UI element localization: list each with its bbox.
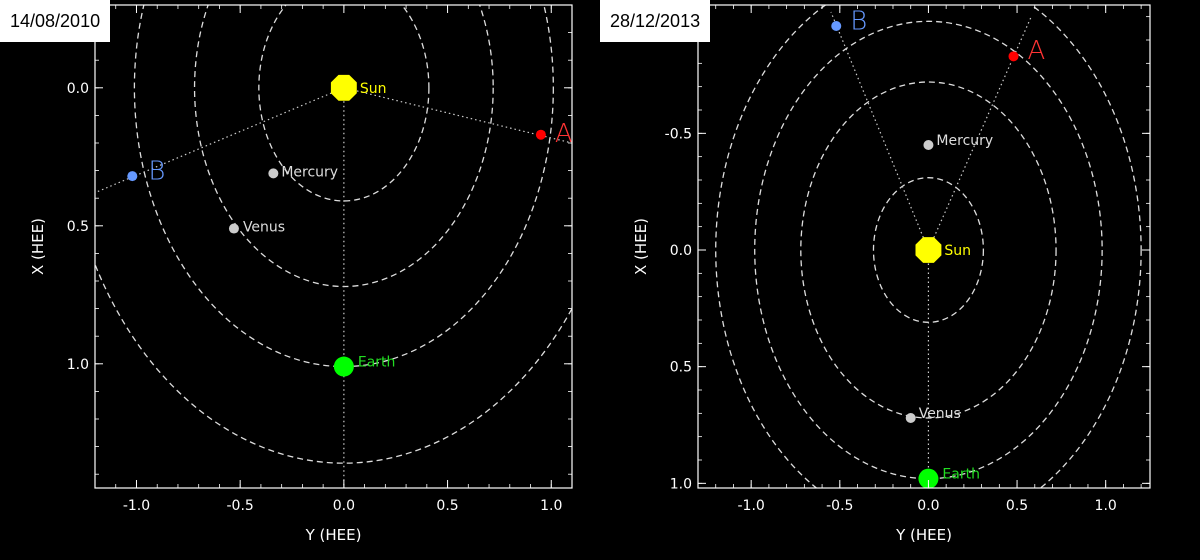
x-tick-label: -0.5 xyxy=(826,498,853,514)
y-tick-label: 0.0 xyxy=(670,243,692,259)
earth-label: Earth xyxy=(358,355,396,371)
y-tick-label: -0.5 xyxy=(665,126,692,142)
plot-area xyxy=(95,5,572,488)
y-tick-label: 1.0 xyxy=(670,476,692,492)
a-label: A xyxy=(555,119,573,149)
x-tick-label: 0.0 xyxy=(917,498,939,514)
b-label: B xyxy=(850,7,867,37)
chart-panel-right: Sun Mercury Venus Earth A B -1.0 -0.5 0.0 0.5 1.0 -… xyxy=(600,0,1200,560)
mercury-marker xyxy=(268,168,279,179)
mercury-marker xyxy=(923,140,934,150)
x-tick-label: 0.5 xyxy=(1006,498,1028,514)
y-axis-label: X (HEE) xyxy=(29,218,47,275)
x-tick-label: 0.0 xyxy=(333,498,355,514)
y-tick-label: 1.0 xyxy=(67,357,89,373)
earth-marker xyxy=(918,468,939,489)
a-marker xyxy=(535,129,546,140)
y-tick-label: 0.0 xyxy=(67,81,89,97)
y-tick-label: 0.5 xyxy=(67,219,89,235)
x-tick-label: 0.5 xyxy=(436,498,458,514)
orbit-ring xyxy=(258,5,430,202)
sun-label: Sun xyxy=(944,243,971,259)
connector-line xyxy=(343,87,572,144)
x-tick-label: -1.0 xyxy=(738,498,765,514)
x-axis-label: Y (HEE) xyxy=(305,526,362,544)
b-marker xyxy=(127,171,138,182)
sun-label: Sun xyxy=(360,81,387,97)
orbit-ring xyxy=(95,262,572,464)
venus-marker xyxy=(905,413,916,423)
orbit-ring xyxy=(715,5,1142,488)
x-tick-label: 1.0 xyxy=(1095,498,1117,514)
venus-label: Venus xyxy=(919,406,961,422)
mercury-label: Mercury xyxy=(281,164,338,180)
b-label: B xyxy=(148,157,165,187)
date-label-left: 14/08/2010 xyxy=(0,0,111,42)
mercury-label: Mercury xyxy=(936,133,993,149)
x-axis-label: Y (HEE) xyxy=(895,526,952,544)
a-label: A xyxy=(1028,36,1046,66)
orbit-chart-left: Sun Mercury Venus Earth A B -1.0 -0.5 0.0 0.5 1.0 0… xyxy=(29,4,573,544)
plot-frame xyxy=(697,4,1151,489)
orbit-chart-right: Sun Mercury Venus Earth A B -1.0 -0.5 0.0 0.5 1.0 -… xyxy=(632,4,1151,544)
sun-marker xyxy=(330,74,357,101)
earth-marker xyxy=(333,356,354,377)
y-axis-label: X (HEE) xyxy=(632,218,650,275)
x-tick-label: -0.5 xyxy=(227,498,254,514)
venus-label: Venus xyxy=(243,220,285,236)
plot-area xyxy=(715,5,1142,488)
b-marker xyxy=(831,21,842,31)
connector-line xyxy=(830,11,929,251)
x-tick-label: 1.0 xyxy=(540,498,562,514)
chart-panel-left: Sun Mercury Venus Earth A B -1.0 -0.5 0.0 0.5 1.0 0… xyxy=(0,0,600,560)
y-tick-label: 0.5 xyxy=(670,360,692,376)
earth-label: Earth xyxy=(942,467,980,483)
orbit-ring xyxy=(754,20,1103,480)
x-tick-label: -1.0 xyxy=(123,498,150,514)
a-marker xyxy=(1008,51,1019,62)
plot-frame xyxy=(94,4,573,489)
venus-marker xyxy=(228,223,239,234)
date-label-right: 28/12/2013 xyxy=(600,0,711,42)
sun-marker xyxy=(915,237,942,263)
